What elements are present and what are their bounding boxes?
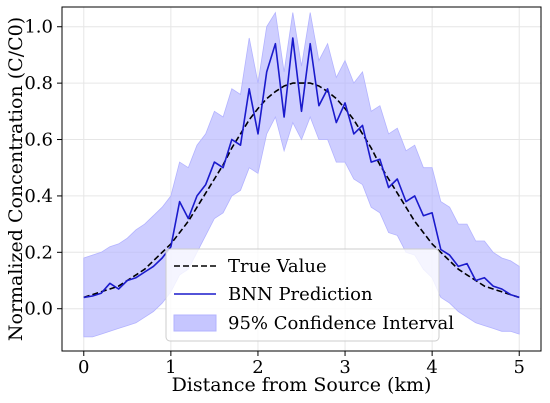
x-tick-label-5: 5 <box>514 357 525 378</box>
plot-frame <box>61 6 542 352</box>
legend-label-ci: 95% Confidence Interval <box>228 313 454 334</box>
y-tick-label-3: 0.6 <box>24 130 53 151</box>
y-tick-label-0: 0.0 <box>24 299 53 320</box>
x-axis-label: Distance from Source (km) <box>172 374 432 396</box>
series-layer <box>83 37 520 299</box>
true-value-line <box>83 82 520 299</box>
x-tick-label-3: 3 <box>339 357 350 378</box>
y-tick-label-5: 1.0 <box>24 17 53 38</box>
legend-label-true: True Value <box>228 256 327 277</box>
y-tick-label-4: 0.8 <box>24 73 53 94</box>
y-axis-label: Normalized Concentration (C/C0) <box>5 17 27 341</box>
legend-label-pred: BNN Prediction <box>228 284 373 305</box>
y-tick-label-1: 0.2 <box>24 242 53 263</box>
x-tick-label-0: 0 <box>78 357 89 378</box>
x-tick-label-4: 4 <box>426 357 437 378</box>
bnn-prediction-line <box>83 37 520 299</box>
legend: True Value BNN Prediction 95% Confidence I… <box>165 248 454 342</box>
axis-ticks: 0 1 2 3 4 5 0.0 0.2 0.4 0.6 0.8 1.0 <box>24 17 525 378</box>
x-tick-label-2: 2 <box>252 357 263 378</box>
x-tick-label-1: 1 <box>165 357 176 378</box>
legend-box <box>165 248 440 342</box>
legend-swatch-confidence-interval <box>173 314 217 332</box>
y-tick-label-2: 0.4 <box>24 186 53 207</box>
